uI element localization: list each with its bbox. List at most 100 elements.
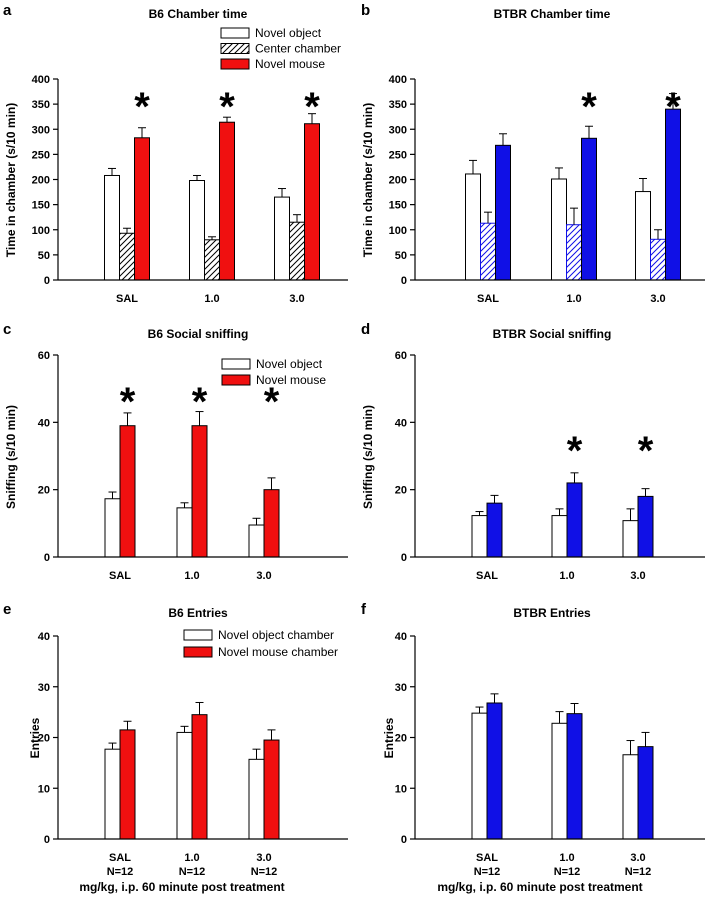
bar-novel-mouse-chamber bbox=[637, 746, 654, 840]
category-label: SAL bbox=[476, 570, 498, 582]
legend-label: Novel mouse bbox=[256, 373, 326, 387]
y-tick-label: 40 bbox=[38, 631, 50, 643]
panel-letter-c: c bbox=[3, 321, 11, 338]
y-tick-label: 50 bbox=[395, 250, 407, 262]
y-tick-label: 40 bbox=[38, 417, 50, 429]
bar-novel-mouse bbox=[191, 425, 208, 558]
y-tick-label: 20 bbox=[38, 733, 50, 745]
y-tick-label: 300 bbox=[389, 124, 407, 136]
bar-novel-object bbox=[471, 515, 488, 558]
bar-novel-mouse bbox=[263, 489, 280, 558]
category-label: 1.0 bbox=[184, 570, 199, 582]
bar-novel-mouse bbox=[304, 123, 320, 281]
y-tick-label: 350 bbox=[389, 99, 407, 111]
y-axis-label-d: Sniffing (s/10 min) bbox=[361, 405, 375, 509]
bar-novel-object-chamber bbox=[248, 758, 265, 840]
y-axis-label-b: Time in chamber (s/10 min) bbox=[361, 103, 375, 258]
category-label: 1.0 bbox=[184, 852, 199, 864]
bar-center-chamber bbox=[289, 221, 305, 281]
y-tick-label: 150 bbox=[389, 200, 407, 212]
legend-swatch bbox=[183, 646, 213, 658]
y-tick-label: 0 bbox=[44, 552, 50, 564]
y-tick-label: 0 bbox=[401, 552, 407, 564]
bar-novel-mouse bbox=[495, 144, 511, 281]
bar-novel-mouse-chamber bbox=[119, 729, 136, 840]
category-label: 3.0 bbox=[630, 852, 645, 864]
category-label: SAL bbox=[109, 852, 131, 864]
legend-label: Center chamber bbox=[255, 42, 341, 56]
bar-novel-object bbox=[274, 196, 290, 281]
y-tick-label: 250 bbox=[389, 149, 407, 161]
bar-novel-object bbox=[551, 178, 567, 281]
bar-novel-object-chamber bbox=[471, 712, 488, 840]
y-tick-label: 200 bbox=[389, 175, 407, 187]
y-tick-label: 250 bbox=[32, 149, 50, 161]
category-label: SAL bbox=[476, 852, 498, 864]
panel-title-e: B6 Entries bbox=[168, 606, 228, 620]
category-sublabel: N=12 bbox=[625, 866, 652, 878]
category-label: SAL bbox=[109, 570, 131, 582]
bar-center-chamber bbox=[650, 238, 666, 281]
panel-title-d: BTBR Social sniffing bbox=[493, 327, 612, 341]
legend-swatch bbox=[183, 629, 213, 641]
y-tick-label: 40 bbox=[395, 417, 407, 429]
legend-label: Novel object bbox=[255, 26, 322, 40]
category-sublabel: N=12 bbox=[474, 866, 501, 878]
bar-novel-mouse bbox=[637, 495, 654, 558]
significance-star: * bbox=[134, 85, 150, 129]
y-tick-label: 30 bbox=[38, 682, 50, 694]
bar-novel-object bbox=[189, 180, 205, 281]
y-tick-label: 200 bbox=[32, 175, 50, 187]
panel-title-f: BTBR Entries bbox=[513, 606, 591, 620]
legend-label: Novel object chamber bbox=[218, 628, 334, 642]
legend-swatch bbox=[220, 58, 250, 70]
bar-novel-object bbox=[248, 524, 265, 558]
y-tick-label: 60 bbox=[38, 350, 50, 362]
bar-novel-object-chamber bbox=[551, 722, 568, 840]
category-label: 1.0 bbox=[204, 293, 219, 305]
bar-novel-object bbox=[104, 498, 121, 558]
panel-letter-b: b bbox=[361, 2, 370, 19]
y-tick-label: 0 bbox=[401, 834, 407, 846]
panel-a: 0 50 100 150 200 250 300 350 400 SAL 1.0 3.0 * * * Nove… bbox=[32, 26, 348, 305]
legend-swatch bbox=[221, 374, 251, 386]
bar-novel-mouse bbox=[566, 482, 583, 558]
bar-novel-mouse-chamber bbox=[191, 714, 208, 840]
bar-novel-mouse-chamber bbox=[486, 702, 503, 840]
y-tick-label: 30 bbox=[395, 682, 407, 694]
category-label: 3.0 bbox=[650, 293, 665, 305]
bar-novel-object-chamber bbox=[622, 754, 639, 840]
bar-novel-object-chamber bbox=[176, 731, 193, 840]
bar-novel-mouse bbox=[486, 502, 503, 558]
y-tick-label: 20 bbox=[395, 733, 407, 745]
y-tick-label: 100 bbox=[32, 225, 50, 237]
panel-title-c: B6 Social sniffing bbox=[148, 327, 249, 341]
panel-letter-a: a bbox=[3, 2, 12, 19]
panel-b: 0 50 100 150 200 250 300 350 400 SAL 1.0 3.0 * * bbox=[389, 74, 705, 305]
category-label: 3.0 bbox=[256, 852, 271, 864]
significance-star: * bbox=[264, 380, 280, 424]
y-tick-label: 350 bbox=[32, 99, 50, 111]
bar-novel-object bbox=[622, 520, 639, 558]
panel-letter-d: d bbox=[361, 321, 370, 338]
y-tick-label: 100 bbox=[389, 225, 407, 237]
y-axis-label-c: Sniffing (s/10 min) bbox=[4, 405, 18, 509]
category-label: SAL bbox=[477, 293, 499, 305]
legend-swatch bbox=[220, 27, 250, 39]
bar-novel-object-chamber bbox=[104, 748, 121, 840]
bar-center-chamber bbox=[566, 224, 582, 281]
significance-star: * bbox=[567, 429, 583, 473]
significance-star: * bbox=[120, 380, 136, 424]
bar-center-chamber bbox=[204, 239, 220, 281]
bar-novel-mouse-chamber bbox=[263, 739, 280, 840]
category-label: 3.0 bbox=[630, 570, 645, 582]
bar-novel-mouse bbox=[219, 121, 235, 281]
panel-f: 0 10 20 30 40 SAL N=12 1.0 N=12 3.0 N=12 bbox=[395, 631, 705, 878]
category-sublabel: N=12 bbox=[179, 866, 206, 878]
category-label: 1.0 bbox=[559, 570, 574, 582]
significance-star: * bbox=[638, 429, 654, 473]
legend-swatch bbox=[221, 358, 251, 370]
panel-d: 0 20 40 60 SAL 1.0 3.0 * * bbox=[395, 350, 705, 582]
